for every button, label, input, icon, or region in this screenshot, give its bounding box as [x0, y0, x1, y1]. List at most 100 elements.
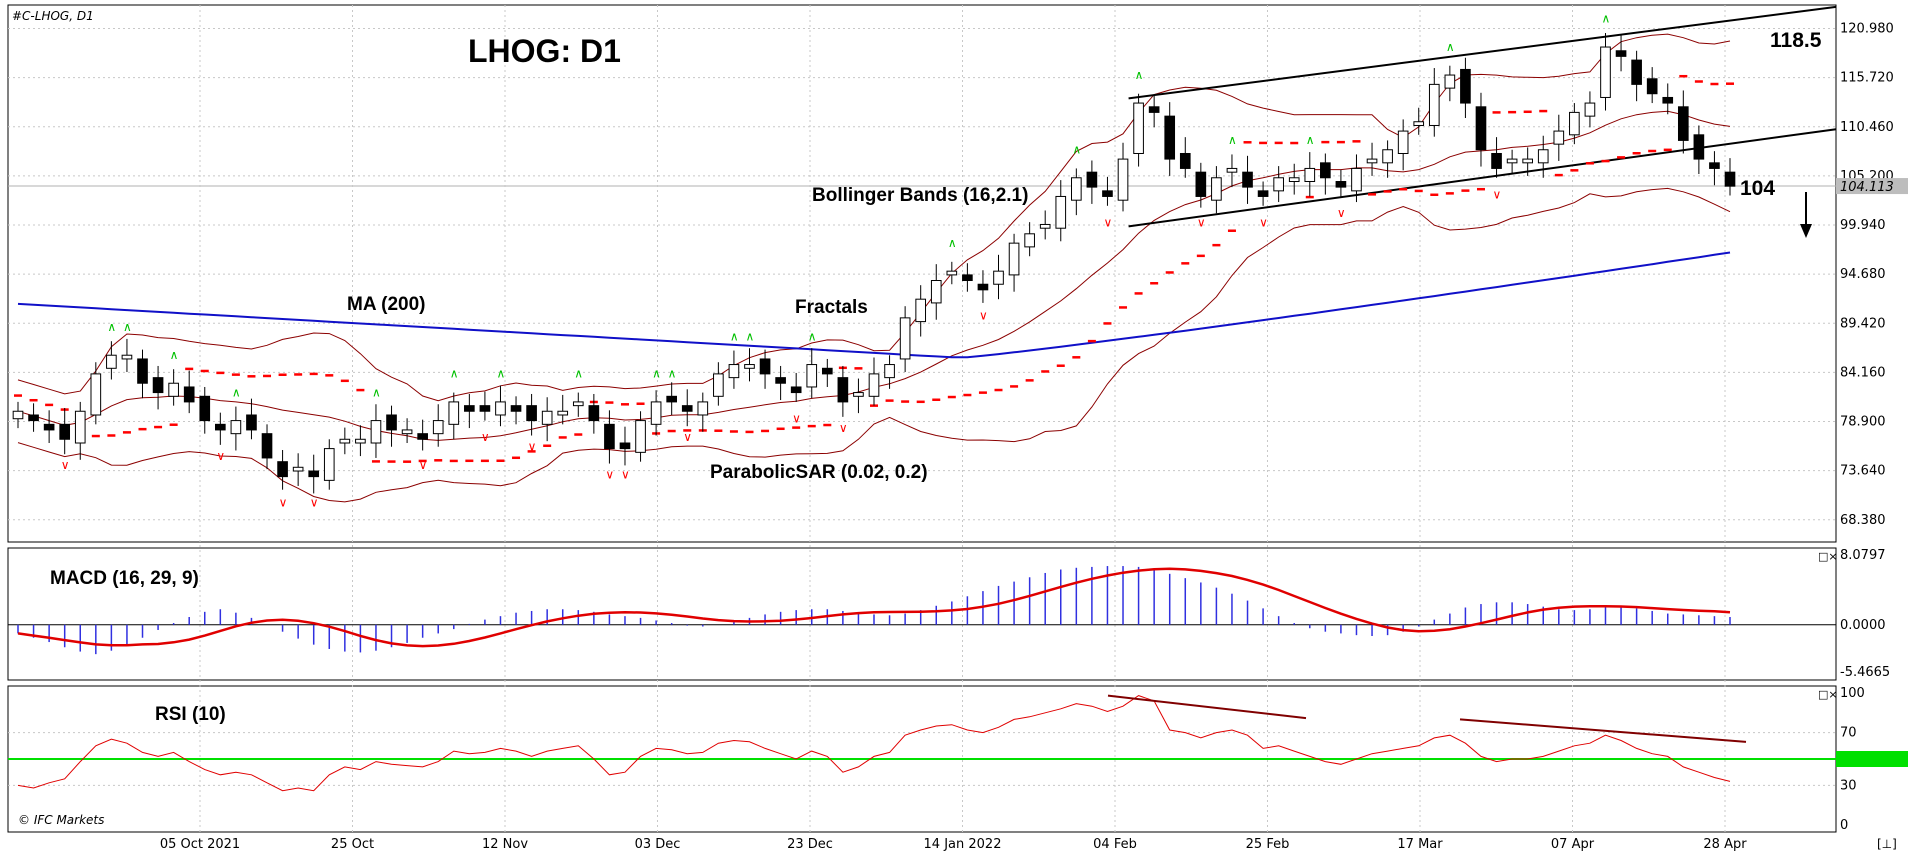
candle-body: [1646, 78, 1658, 95]
candle-body: [728, 364, 740, 379]
candle-body: [1024, 233, 1035, 248]
fractal-up-icon: ∧: [496, 367, 505, 381]
candle-body: [1677, 106, 1689, 141]
macd-panel-resize-icon[interactable]: □×: [1818, 550, 1838, 563]
candle-body: [1366, 158, 1378, 164]
target-high-label: 118.5: [1770, 29, 1822, 52]
candlesticks: [12, 33, 1736, 494]
rsi-divergence-line-1: [1107, 694, 1307, 720]
rsi-tick-label: 100: [1840, 686, 1865, 701]
target-low-label: 104: [1740, 177, 1775, 200]
fractal-up-icon: ∧: [948, 236, 957, 250]
candle-body: [355, 438, 366, 444]
fractal-up-icon: ∧: [745, 329, 754, 343]
candle-body: [1195, 171, 1207, 197]
fractal-up-icon: ∧: [1135, 68, 1144, 82]
rsi-divergence-line-2: [1459, 718, 1747, 743]
candle-body: [915, 298, 927, 323]
rsi-tick-label: 70: [1840, 726, 1857, 741]
candle-body: [666, 395, 677, 403]
candle-body: [370, 420, 382, 444]
time-tick-label: 05 Oct 2021: [160, 837, 240, 852]
fractal-down-icon: ∨: [1259, 215, 1268, 229]
macd-tick-label: -5.4665: [1840, 665, 1890, 680]
fractal-up-icon: ∧: [123, 320, 132, 334]
candle-body: [183, 386, 195, 403]
rsi-tick-label: 0: [1840, 818, 1848, 833]
fractal-up-icon: ∧: [450, 367, 459, 381]
fractal-down-icon: ∨: [1493, 187, 1502, 201]
fractal-down-icon: ∨: [310, 496, 319, 510]
candle-body: [261, 433, 273, 459]
fractal-down-icon: ∨: [1337, 206, 1346, 220]
candle-body: [464, 405, 475, 412]
fractal-up-icon: ∧: [1228, 133, 1237, 147]
candle-body: [1460, 68, 1471, 104]
channel-lower-line: [1128, 128, 1837, 228]
fractal-up-icon: ∧: [232, 385, 241, 399]
fractal-down-icon: ∨: [216, 449, 225, 463]
candle-body: [230, 420, 242, 435]
rsi-tick-label: 30: [1840, 778, 1857, 793]
ma-label: MA (200): [347, 294, 425, 315]
candle-body: [868, 373, 880, 397]
candle-body: [1709, 162, 1720, 169]
down-arrow-icon: [1800, 192, 1812, 238]
candle-body: [604, 423, 615, 450]
fractal-down-icon: ∨: [419, 458, 428, 472]
candle-body: [1351, 167, 1362, 192]
fractal-up-icon: ∧: [1072, 142, 1081, 156]
candle-body: [1288, 177, 1300, 183]
scale-toggle-icon[interactable]: [⊥]: [1877, 837, 1897, 851]
candle-body: [1615, 50, 1627, 57]
candle-body: [759, 358, 771, 375]
fractal-up-icon: ∧: [372, 385, 381, 399]
bollinger-label: Bollinger Bands (16,2.1): [812, 185, 1028, 206]
candle-body: [432, 420, 444, 435]
bollinger-lower: [17, 187, 1731, 503]
candle-body: [884, 364, 895, 379]
candle-body: [1008, 242, 1020, 276]
time-tick-label: 07 Apr: [1551, 837, 1595, 852]
candle-body: [1273, 177, 1284, 192]
fractal-up-icon: ∧: [1601, 12, 1610, 26]
candle-body: [1428, 83, 1440, 126]
candle-body: [681, 405, 693, 412]
candle-body: [1257, 190, 1269, 197]
candle-body: [277, 461, 288, 478]
fractal-up-icon: ∧: [808, 329, 817, 343]
price-tick-label: 68.380: [1840, 513, 1886, 528]
candle-body: [43, 423, 55, 431]
time-tick-label: 04 Feb: [1093, 837, 1137, 852]
candle-body: [790, 386, 802, 394]
price-tick-label: 89.420: [1840, 316, 1886, 331]
candle-body: [744, 364, 755, 369]
ma-200-line: [17, 251, 1731, 359]
fractal-down-icon: ∨: [683, 430, 692, 444]
candle-body: [1071, 177, 1082, 201]
candle-body: [1444, 74, 1456, 89]
trend-channel: [1128, 5, 1837, 228]
current-price-label: 104.113: [1840, 180, 1894, 195]
time-tick-label: 23 Dec: [787, 837, 833, 852]
fractal-up-icon: ∧: [730, 329, 739, 343]
price-tick-label: 115.720: [1840, 71, 1894, 86]
fractal-up-icon: ∧: [1446, 40, 1455, 54]
current-price-box: [1836, 178, 1908, 195]
time-tick-label: 12 Nov: [482, 837, 528, 852]
candle-body: [1335, 181, 1347, 188]
grid: [8, 5, 1836, 832]
copyright: © IFC Markets: [18, 813, 104, 827]
price-tick-label: 120.980: [1840, 22, 1894, 37]
price-tick-label: 94.680: [1840, 267, 1886, 282]
candle-body: [930, 280, 942, 304]
rsi-panel-resize-icon[interactable]: □×: [1818, 688, 1838, 701]
time-tick-label: 28 Apr: [1703, 837, 1747, 852]
fractal-down-icon: ∨: [621, 467, 630, 481]
candle-body: [308, 470, 320, 478]
candle-body: [1693, 134, 1705, 160]
candle-body: [1211, 177, 1222, 201]
candle-body: [323, 448, 335, 481]
candle-body: [386, 414, 397, 431]
candle-body: [1397, 130, 1409, 154]
